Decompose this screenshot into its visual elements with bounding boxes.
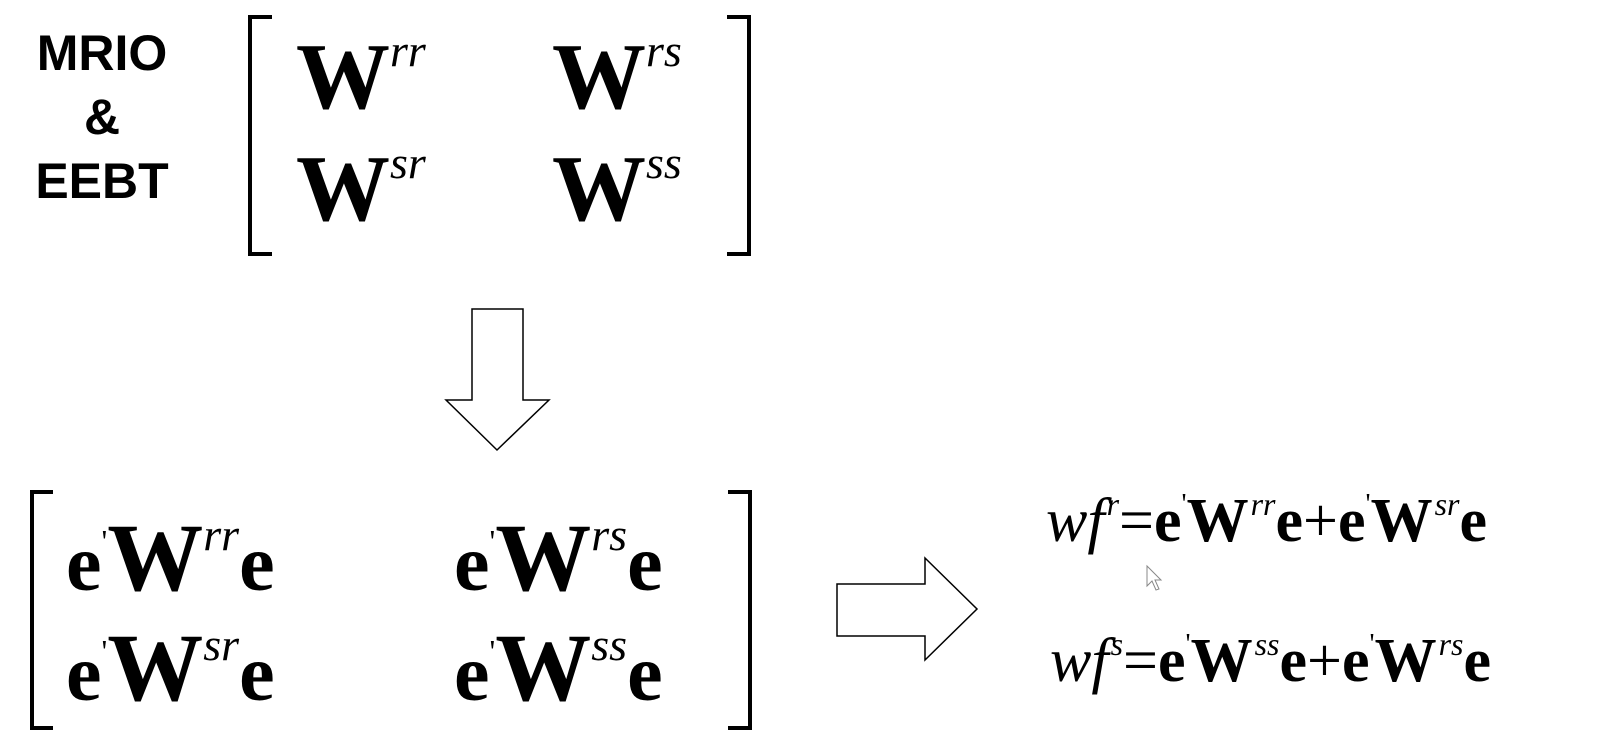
matrix-w-cell-ss: Wss [552, 137, 682, 241]
label-block: MRIO & EEBT [22, 28, 182, 206]
matrix-w-cell-rs: Wrs [552, 25, 682, 129]
mouse-cursor-icon [1146, 564, 1163, 591]
matrix-w-cell-rr: Wrr [296, 25, 426, 129]
matrix-ewe-cell-rr: e'Wrre [66, 504, 275, 611]
label-mrio: MRIO [36, 25, 168, 81]
bottom-matrix-left-bracket [30, 490, 53, 730]
matrix-ewe-cell-sr: e'Wsre [66, 614, 275, 721]
equation-wf-r: wfr=e'Wrre+e'Wsre [1046, 486, 1488, 555]
bottom-matrix-right-bracket [728, 490, 752, 730]
top-matrix-left-bracket [248, 15, 272, 256]
matrix-ewe-cell-rs: e'Wrse [454, 504, 663, 611]
matrix-w-cell-sr: Wsr [296, 137, 426, 241]
top-matrix-right-bracket [727, 15, 751, 256]
down-arrow [444, 308, 551, 452]
matrix-ewe-cell-ss: e'Wsse [454, 614, 663, 721]
label-ampersand: & [83, 89, 121, 145]
label-eebt: EEBT [35, 153, 169, 209]
equation-wf-s: wfs=e'Wsse+e'Wrse [1050, 626, 1492, 695]
right-arrow [836, 556, 979, 662]
